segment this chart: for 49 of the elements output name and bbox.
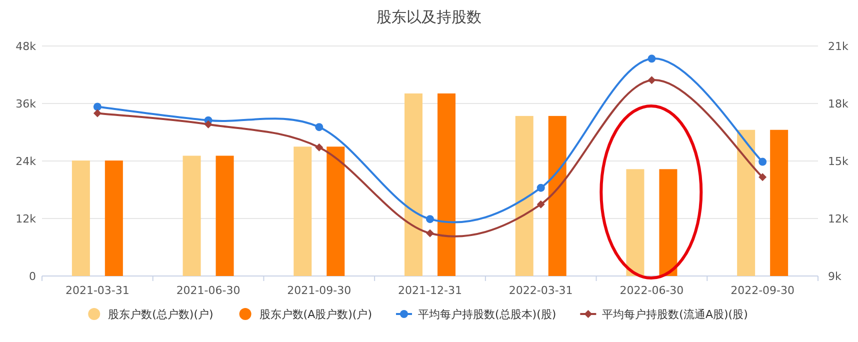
bar	[182, 156, 201, 276]
bar	[626, 169, 644, 276]
point	[426, 215, 434, 224]
point	[426, 229, 434, 238]
bar	[104, 160, 123, 276]
y2-tick-label: 9k	[828, 270, 842, 283]
legend-label: 股东户数(A股户数)(户)	[259, 308, 372, 321]
x-tick-label: 2022-09-30	[730, 284, 795, 297]
legend-label: 股东户数(总户数)(户)	[108, 308, 214, 321]
point	[758, 158, 767, 166]
y-tick-label: 24k	[16, 155, 37, 168]
point	[536, 184, 545, 192]
bar	[216, 156, 234, 276]
y2-tick-label: 21k	[828, 40, 849, 53]
y-tick-label: 12k	[16, 212, 37, 226]
x-tick-label: 2021-09-30	[287, 284, 352, 297]
legend-label: 平均每户持股数(总股本)(股)	[418, 308, 556, 321]
x-tick-label: 2021-12-31	[398, 284, 462, 297]
bar	[294, 146, 312, 276]
point	[93, 102, 102, 111]
x-tick-label: 2022-06-30	[620, 284, 684, 297]
bar	[404, 93, 422, 276]
point	[93, 109, 102, 118]
bar	[659, 169, 678, 276]
point	[648, 76, 656, 84]
y2-tick-label: 15k	[828, 155, 849, 168]
x-tick-label: 2021-03-31	[65, 284, 130, 297]
point	[204, 120, 212, 128]
bar	[548, 116, 566, 276]
y2-tick-label: 12k	[828, 212, 849, 226]
point	[315, 143, 324, 152]
y-tick-label: 48k	[16, 40, 37, 53]
point	[758, 173, 767, 182]
bar	[326, 146, 345, 276]
x-tick-label: 2022-03-31	[508, 284, 573, 297]
bar	[515, 116, 534, 276]
bar	[737, 130, 756, 276]
bar	[770, 130, 788, 276]
chart-title: 股东以及持股数	[376, 8, 482, 26]
y2-tick-label: 18k	[828, 98, 849, 110]
bar	[72, 160, 90, 276]
bar	[438, 93, 456, 276]
y-tick-label: 36k	[16, 98, 37, 110]
point	[315, 123, 324, 132]
legend-label: 平均每户持股数(流通A股)(股)	[602, 308, 748, 321]
point	[536, 200, 545, 208]
point	[648, 54, 656, 63]
y-tick-label: 0	[29, 270, 36, 283]
x-tick-label: 2021-06-30	[176, 284, 240, 297]
